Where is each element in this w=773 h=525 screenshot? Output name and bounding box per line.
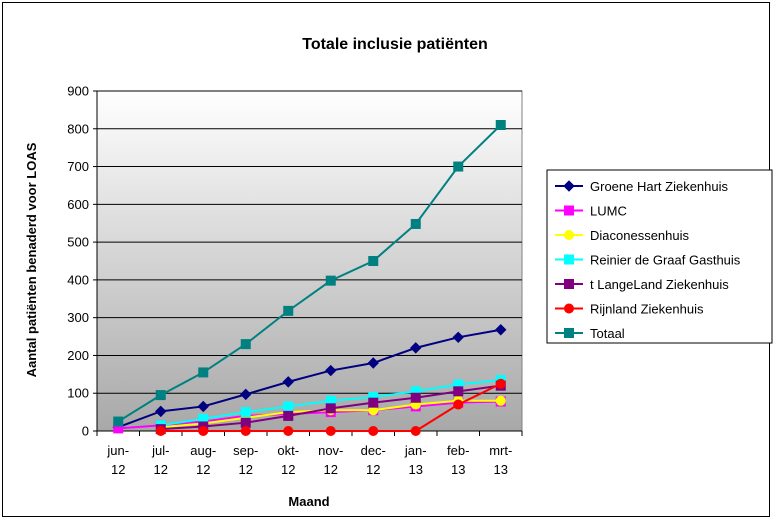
data-point [495,324,507,336]
data-point [368,397,379,408]
data-point [113,416,124,427]
data-point [240,417,251,428]
data-point [283,410,294,421]
legend-item: t LangeLand Ziekenhuis [555,277,729,292]
data-point [155,405,167,418]
series-line [117,328,501,429]
data-point [368,256,379,266]
legend-item: Totaal [555,326,625,341]
x-tick-label: jan-13 [404,443,427,477]
data-point [453,399,464,410]
plot-area [96,90,523,432]
legend-item: Reinier de Graaf Gasthuis [555,253,741,268]
chart-title: Totale inclusie patiënten [302,36,488,53]
data-point [495,120,506,130]
axes: 0 100 200 300 400 500 600 700 800 900 jun-12 jul-12… [67,84,523,477]
legend-item: Diaconessenhuis [555,228,690,243]
y-axis-title: Aantal patiënten benaderd voor LOAS [24,142,39,377]
data-point [155,390,166,401]
legend-label: Reinier de Graaf Gasthuis [590,253,741,268]
legend-label: Groene Hart Ziekenhuis [590,179,729,194]
y-tick-label: 500 [67,235,89,250]
data-point [283,305,294,316]
y-tick-label: 700 [67,159,89,174]
legend-label: t LangeLand Ziekenhuis [590,277,729,292]
data-point [453,161,464,172]
data-point [325,275,336,286]
legend-box [546,169,773,344]
data-point [197,400,209,413]
data-point [453,386,464,397]
x-tick-label: aug-12 [190,443,216,477]
x-tick-label: jun-12 [106,443,129,477]
y-tick-label: 800 [67,121,89,136]
x-tick-label: okt-12 [277,443,299,477]
legend-item: LUMC [555,204,627,219]
data-point [368,426,379,436]
x-axis-title: Maand [288,494,329,509]
y-tick-label: 900 [67,84,89,99]
data-point [240,339,251,350]
legend-marker [563,180,575,192]
data-point [240,388,252,401]
x-tick-label: sep-12 [233,443,258,477]
x-tick-label: mrt-13 [489,443,512,477]
series-6 [113,120,506,427]
legend-item: Rijnland Ziekenhuis [555,302,704,317]
y-tick-label: 0 [82,424,89,439]
data-point [325,426,336,436]
x-tick-label: jul-12 [151,443,169,477]
data-point [495,378,506,389]
legend-marker [564,303,574,314]
data-point [495,395,506,406]
data-point [240,426,251,436]
gridlines [97,90,522,394]
data-point [282,376,294,388]
y-tick-label: 100 [67,386,89,401]
y-tick-label: 400 [67,272,89,287]
legend-marker [564,328,574,338]
data-point [452,331,464,344]
data-point [283,426,294,436]
data-point [283,401,294,412]
legend-marker [564,279,574,289]
legend-label: LUMC [590,204,627,219]
x-tick-label: nov-12 [318,443,343,477]
x-tick-label: feb-13 [447,443,469,477]
data-point [325,403,336,414]
x-tick-label: dec-12 [361,443,386,477]
data-point [367,357,379,369]
data-point [410,342,422,354]
data-point [240,407,251,418]
data-point [410,218,421,229]
legend: Groene Hart Ziekenhuis LUMC Diaconessenhui… [555,179,741,341]
legend-item: Groene Hart Ziekenhuis [555,179,729,194]
legend-marker [564,254,574,265]
y-tick-label: 600 [67,197,89,212]
legend-label: Rijnland Ziekenhuis [590,302,704,317]
y-tick-label: 200 [67,348,89,363]
legend-marker [564,230,574,240]
data-point [155,426,166,436]
series-lines [112,120,507,436]
series-line [117,124,502,423]
legend-marker [564,205,574,216]
data-point [325,364,337,377]
legend-label: Totaal [590,326,625,341]
y-tick-label: 300 [67,310,89,325]
data-point [198,426,209,436]
series-5 [155,378,506,436]
data-point [410,426,421,436]
data-point [410,392,421,403]
data-point [198,367,209,378]
legend-label: Diaconessenhuis [590,228,690,243]
